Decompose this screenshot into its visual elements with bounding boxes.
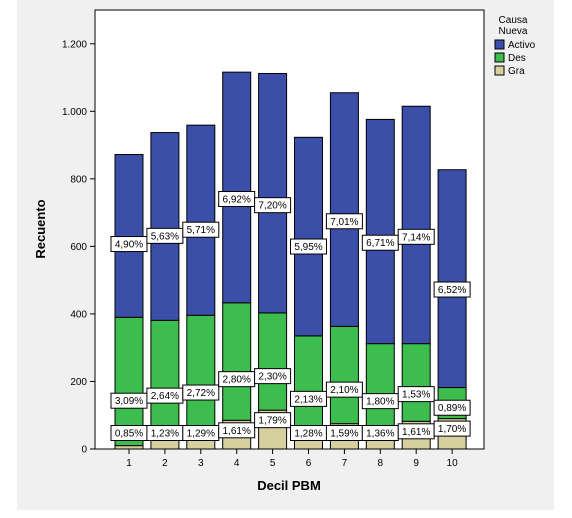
data-label-des-8: 1,80% — [366, 397, 394, 408]
data-label-gra-4: 1,61% — [223, 426, 251, 437]
bar-activo-5 — [258, 72, 288, 314]
y-tick-label: 1.200 — [62, 39, 87, 50]
data-label-gra-8: 1,36% — [366, 429, 394, 440]
bar-activo-1 — [114, 154, 144, 318]
data-label-activo-6: 5,95% — [294, 242, 322, 253]
data-label-box — [433, 399, 471, 416]
x-tick-label: 4 — [234, 458, 240, 469]
data-label-activo-5: 7,20% — [258, 201, 286, 212]
data-label-des-10: 0,89% — [438, 403, 466, 414]
bar-activo-10 — [437, 169, 467, 389]
data-label-des-2: 2,64% — [151, 391, 179, 402]
data-label-box — [290, 238, 327, 255]
x-tick-label: 1 — [126, 458, 132, 469]
bar-des-1 — [114, 316, 144, 447]
legend-swatch-activo — [494, 39, 505, 50]
legend-label-gra: Gra — [508, 66, 525, 77]
legend-label-activo: Activo — [508, 40, 536, 51]
data-label-activo-8: 6,71% — [366, 238, 394, 249]
y-axis-title: Recuento — [33, 199, 48, 258]
data-label-box — [182, 221, 220, 238]
y-tick-label: 600 — [70, 242, 87, 253]
bar-activo-8 — [365, 118, 395, 345]
bar-activo-4 — [222, 71, 252, 304]
data-label-box — [433, 420, 471, 437]
data-label-box — [433, 281, 471, 298]
data-label-gra-10: 1,70% — [438, 424, 466, 435]
data-label-box — [254, 197, 292, 214]
data-label-activo-7: 7,01% — [330, 217, 358, 228]
x-tick-label: 10 — [447, 458, 459, 469]
bar-activo-2 — [150, 132, 180, 321]
bar-des-4 — [222, 302, 252, 421]
data-label-gra-9: 1,61% — [402, 427, 430, 438]
data-label-box — [110, 236, 148, 253]
data-label-des-9: 1,53% — [402, 390, 430, 401]
bar-des-6 — [294, 335, 323, 434]
data-label-box — [182, 384, 220, 401]
data-label-des-3: 2,72% — [187, 388, 215, 399]
chart-frame: 0,85% 3,09% 4,90% 1,23% 2,64% 5,63% 1,29% 2,72%… — [17, 0, 554, 510]
bar-activo-7 — [329, 92, 359, 327]
data-label-box — [218, 422, 256, 439]
data-label-activo-3: 5,71% — [187, 225, 215, 236]
legend-title: Nueva — [499, 26, 528, 37]
y-tick-label: 0 — [81, 445, 87, 456]
bar-des-2 — [150, 319, 180, 437]
x-tick-label: 7 — [342, 458, 348, 469]
legend-swatch-des — [494, 52, 505, 63]
stacked-bar-chart: 0,85% 3,09% 4,90% 1,23% 2,64% 5,63% 1,29% 2,72%… — [33, 9, 536, 493]
data-label-gra-2: 1,23% — [151, 429, 179, 440]
data-label-box — [325, 381, 363, 398]
bar-des-5 — [258, 312, 288, 411]
y-tick-label: 400 — [70, 309, 87, 320]
x-tick-label: 9 — [413, 458, 419, 469]
data-label-gra-3: 1,29% — [187, 429, 215, 440]
x-tick-label: 2 — [162, 458, 168, 469]
y-tick-label: 1.000 — [62, 107, 87, 118]
x-tick-label: 6 — [306, 458, 312, 469]
data-label-gra-6: 1,28% — [294, 429, 322, 440]
data-label-des-7: 2,10% — [330, 385, 358, 396]
bar-des-8 — [365, 343, 395, 433]
data-label-box — [325, 213, 363, 230]
data-label-gra-5: 1,79% — [258, 416, 286, 427]
data-label-box — [290, 390, 327, 407]
data-label-box — [397, 386, 435, 403]
data-label-activo-9: 7,14% — [402, 232, 430, 243]
x-tick-label: 3 — [198, 458, 204, 469]
data-label-des-4: 2,80% — [223, 375, 251, 386]
data-label-activo-1: 4,90% — [115, 240, 143, 251]
bar-activo-3 — [186, 124, 216, 316]
data-label-activo-10: 6,52% — [438, 285, 466, 296]
data-label-activo-4: 6,92% — [223, 194, 251, 205]
legend-label-des: Des — [508, 53, 526, 64]
bar-des-3 — [186, 314, 216, 435]
legend-swatch-gra — [494, 65, 505, 76]
x-tick-label: 8 — [378, 458, 384, 469]
data-label-box — [254, 368, 292, 385]
data-label-box — [254, 412, 292, 429]
bar-des-7 — [329, 325, 359, 425]
bar-activo-9 — [401, 105, 431, 345]
data-label-box — [397, 228, 435, 245]
bar-des-9 — [401, 343, 431, 422]
data-label-des-1: 3,09% — [115, 396, 143, 407]
x-tick-label: 5 — [270, 458, 276, 469]
data-label-gra-1: 0,85% — [115, 429, 143, 440]
y-tick-label: 200 — [70, 377, 87, 388]
data-label-des-6: 2,13% — [294, 394, 322, 405]
bar-activo-6 — [294, 136, 323, 337]
data-label-des-5: 2,30% — [258, 372, 286, 383]
x-axis-title: Decil PBM — [257, 478, 321, 493]
legend-title: Causa — [499, 15, 528, 26]
data-label-gra-7: 1,59% — [330, 429, 358, 440]
bar-gra-1 — [114, 445, 144, 450]
y-tick-label: 800 — [70, 174, 87, 185]
data-label-activo-2: 5,63% — [151, 231, 179, 242]
